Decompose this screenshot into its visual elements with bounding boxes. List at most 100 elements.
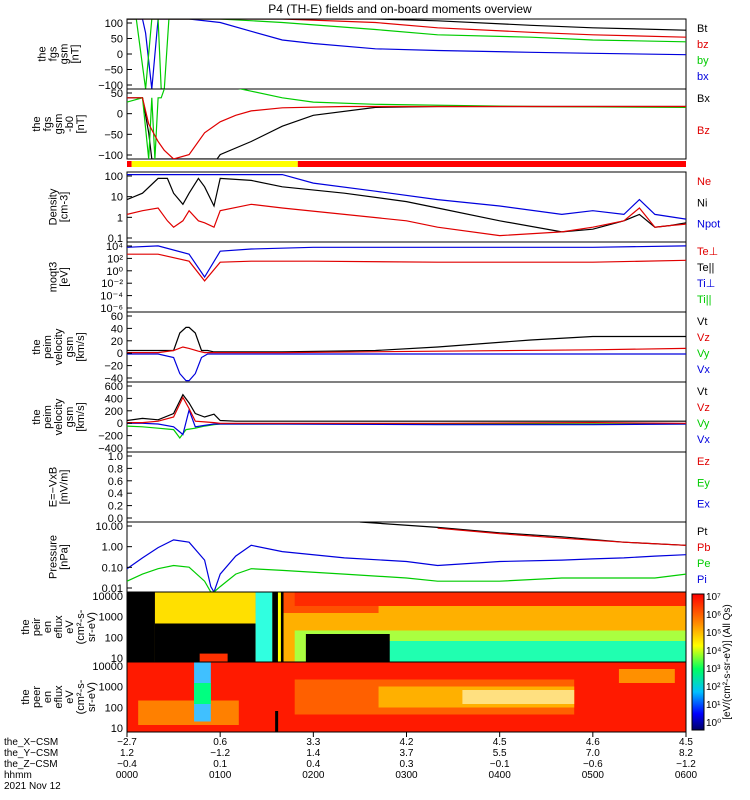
y-tick-label: −50 xyxy=(104,129,123,141)
x-tick-label: 0.4 xyxy=(306,759,320,770)
legend-entry: Pt xyxy=(697,526,707,538)
y-axis-label: gsm xyxy=(59,44,71,65)
legend-entry: Vz xyxy=(697,402,710,414)
y-tick-label: 1000 xyxy=(99,612,123,624)
series-Te-line xyxy=(127,253,686,282)
series-Bt-line xyxy=(127,19,686,31)
y-axis-label: moqt3 xyxy=(48,262,60,293)
series-Vt-line xyxy=(127,326,686,353)
x-tick-label: −0.1 xyxy=(490,759,510,770)
y-axis-label: fgs xyxy=(48,46,60,61)
panel-frame xyxy=(126,521,687,593)
colorbar-tick-label: 10⁷ xyxy=(706,592,721,603)
legend-entry: Ti⊥ xyxy=(697,278,715,290)
y-axis-label: (cm²-s- xyxy=(75,679,87,714)
x-tick-label: 4.5 xyxy=(493,737,507,748)
panel-frame xyxy=(126,311,687,383)
y-axis-label: sr-eV) xyxy=(86,682,98,712)
panel-peir: 10000 1000 100 10 the peir en eflux eV (cm²-s-sr-… xyxy=(20,591,132,665)
series-Npot-line xyxy=(127,174,686,220)
legend-entry: Bx xyxy=(697,93,710,105)
x-tick-label: −0.6 xyxy=(583,759,603,770)
legend-entry: Ez xyxy=(697,456,710,468)
y-tick-label: 600 xyxy=(105,381,123,393)
y-tick-label: 0 xyxy=(117,49,123,61)
y-tick-label: 100 xyxy=(105,702,123,714)
y-axis-label: peim xyxy=(42,405,54,429)
heat-cell xyxy=(618,669,675,683)
colorbar-tick-label: 10⁵ xyxy=(706,628,721,639)
series-bz-line xyxy=(127,19,686,38)
y-axis-label: eflux xyxy=(53,615,65,639)
status-segment xyxy=(127,161,132,167)
y-tick-label: 0.10 xyxy=(102,562,123,574)
x-tick-label: 0200 xyxy=(302,770,325,781)
y-tick-label: 10⁻² xyxy=(101,278,123,290)
legend-entry: Npot xyxy=(697,219,720,231)
y-axis-label: -b0 xyxy=(64,116,76,132)
y-axis-label: the xyxy=(31,116,43,131)
x-tick-label: 0500 xyxy=(582,770,605,781)
y-axis-label: [cm-3] xyxy=(59,192,71,223)
heat-gap xyxy=(305,634,390,662)
series-by-line xyxy=(127,19,686,89)
y-axis-label: [km/s] xyxy=(75,402,87,431)
heat-cell xyxy=(194,683,211,704)
x-tick-label: 3.7 xyxy=(400,748,414,759)
y-axis-label: eV xyxy=(64,620,76,634)
y-tick-label: 10 xyxy=(111,723,123,735)
legend-entry: Vy xyxy=(697,418,710,430)
panel-fgs_d: 50 0 −50 −100 the fgs gsm -b0 [nT] Bx Bz xyxy=(31,88,710,162)
colorbar-tick-label: 10⁴ xyxy=(706,646,721,657)
series-Bz-line xyxy=(127,97,686,159)
date-label: 2021 Nov 12 xyxy=(4,781,61,792)
y-tick-label: 0.6 xyxy=(108,476,123,488)
y-tick-label: 0 xyxy=(117,418,123,430)
heatmap-peir xyxy=(126,591,687,663)
y-tick-label: 20 xyxy=(111,336,123,348)
y-tick-label: 50 xyxy=(111,34,123,46)
heat-gap xyxy=(275,711,279,732)
legend-entry: Vx xyxy=(697,434,710,446)
y-tick-label: 10000 xyxy=(92,591,123,603)
x-row-label: the_X−CSM xyxy=(4,737,58,748)
y-axis-label: gsm xyxy=(53,114,65,135)
y-axis-label: E=−VxB xyxy=(48,467,60,507)
x-tick-label: −1.2 xyxy=(676,759,696,770)
x-tick-label: −2.7 xyxy=(117,737,137,748)
y-axis-label: the xyxy=(37,46,49,61)
panel-pressure: 10.00 1.00 0.10 0.01 Pressure [nPa] Pt Pb Pe Pi xyxy=(48,521,711,595)
colorbar-tick-label: 10¹ xyxy=(706,700,721,711)
legend-entry: Vx xyxy=(697,364,710,376)
y-tick-label: 50 xyxy=(111,88,123,100)
series-By-line xyxy=(127,89,686,159)
y-tick-label: 60 xyxy=(111,311,123,323)
y-axis-label: the xyxy=(31,339,43,354)
y-axis-label: gsm xyxy=(64,407,76,428)
heat-cell xyxy=(255,592,273,662)
y-tick-label: −40 xyxy=(104,373,123,385)
y-axis-label: velocity xyxy=(53,398,65,435)
panel-frame xyxy=(126,171,687,243)
y-tick-label: 100 xyxy=(105,171,123,183)
legend-entry: bz xyxy=(697,39,709,51)
x-tick-label: 7.0 xyxy=(586,748,600,759)
y-tick-label: 0.4 xyxy=(108,488,123,500)
colorbar-gradient xyxy=(691,593,705,731)
legend-entry: Vy xyxy=(697,348,710,360)
status-segment xyxy=(131,161,298,167)
x-row-label: the_Y−CSM xyxy=(4,748,58,759)
x-row-label: hhmm xyxy=(4,770,32,781)
series-Vz-line xyxy=(127,346,686,354)
heat-gap xyxy=(127,592,155,662)
heat-cell xyxy=(378,641,686,662)
y-axis-label: gsm xyxy=(64,337,76,358)
heatmap-peer xyxy=(126,661,687,733)
x-tick-label: 0400 xyxy=(489,770,512,781)
legend-entry: Vt xyxy=(697,316,707,328)
colorbar-tick-label: 10² xyxy=(706,682,721,693)
y-axis-label: peer xyxy=(31,686,43,708)
y-tick-label: 0.01 xyxy=(102,583,123,595)
y-tick-label: 10⁻⁴ xyxy=(100,291,123,303)
